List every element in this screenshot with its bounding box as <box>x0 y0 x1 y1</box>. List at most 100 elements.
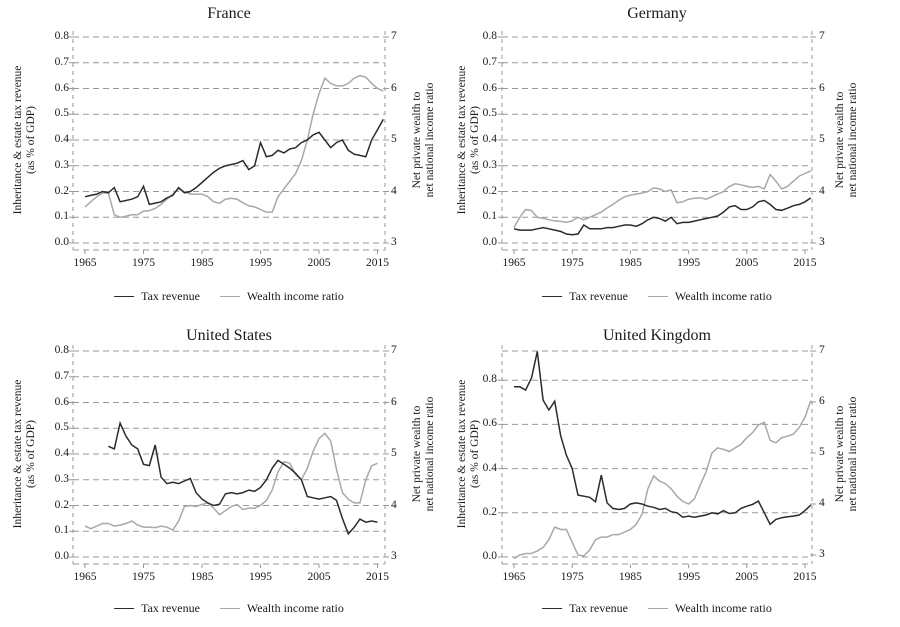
y-axis-tick-label-left: 0.7 <box>54 369 69 382</box>
x-axis-tick-label: 1975 <box>132 571 155 583</box>
y-axis-tick-label-left: 0.0 <box>482 550 497 562</box>
x-axis-tick-label: 1975 <box>560 571 584 583</box>
legend-united-kingdom: Tax revenue Wealth income ratio <box>542 601 772 616</box>
x-axis-tick-label: 1995 <box>677 257 701 269</box>
x-axis-tick-label: 1985 <box>190 257 214 269</box>
y-axis-tick-label-left: 0.2 <box>482 505 497 518</box>
y-axis-tick-label-left: 0.8 <box>54 30 69 42</box>
left-axis-label: Inheritance & estate tax revenue (as % o… <box>12 66 38 215</box>
y-axis-tick-label-left: 0.2 <box>482 184 497 197</box>
y-axis-tick-label-left: 0.5 <box>482 107 497 120</box>
y-axis-tick-label-left: 0.4 <box>482 461 497 474</box>
wealth-ratio-line-sample <box>647 608 668 609</box>
x-axis-tick-label: 2005 <box>307 571 331 583</box>
y-axis-tick-label-right: 4 <box>819 497 825 509</box>
legend-label-tax-revenue: Tax revenue <box>141 601 200 615</box>
wealth-ratio-line-sample <box>219 608 240 609</box>
x-axis-tick-label: 2005 <box>735 571 759 583</box>
x-axis-tick-label: 1985 <box>190 571 214 583</box>
y-axis-tick-label-right: 4 <box>391 184 397 197</box>
y-axis-tick-label-left: 0.8 <box>482 30 497 42</box>
wealth-ratio-line-sample <box>219 296 240 297</box>
y-axis-tick-label-right: 3 <box>819 236 825 248</box>
right-axis-label-line2: net national income ratio <box>424 82 436 198</box>
y-axis-tick-label-right: 3 <box>391 550 397 562</box>
tax-revenue-line-germany <box>513 197 812 236</box>
y-axis-tick-label-right: 7 <box>391 30 397 42</box>
y-axis-tick-label-right: 3 <box>819 548 825 560</box>
y-axis-tick-label-left: 0.7 <box>482 55 497 68</box>
x-axis-tick-label: 1975 <box>132 257 155 269</box>
y-axis-tick-label-left: 0.3 <box>54 472 69 485</box>
legend-united-states: Tax revenue Wealth income ratio <box>114 601 344 616</box>
y-axis-tick-label-right: 6 <box>391 81 397 94</box>
x-axis-tick-label: 1995 <box>249 257 272 269</box>
y-axis-tick-label-left: 0.6 <box>54 81 69 94</box>
y-axis-tick-label-right: 3 <box>391 236 397 248</box>
legend-france: Tax revenue Wealth income ratio <box>114 289 344 304</box>
y-axis-tick-label-right: 6 <box>819 81 825 94</box>
right-axis-label-line2: net national income ratio <box>424 396 436 512</box>
y-axis-tick-label-left: 0.3 <box>54 158 69 171</box>
wealth-income-ratio-line-united-kingdom <box>513 400 812 560</box>
x-axis-tick-label: 1965 <box>73 571 97 583</box>
left-axis-label-line1: Inheritance & estate tax revenue <box>12 65 24 215</box>
x-axis-tick-label: 1995 <box>249 571 272 583</box>
wealth-income-ratio-line-germany <box>513 170 812 228</box>
x-axis-tick-label: 2015 <box>793 257 817 269</box>
legend-label-tax-revenue: Tax revenue <box>141 289 200 303</box>
tax-revenue-line-united-kingdom <box>514 351 812 526</box>
legend-label-wealth-ratio: Wealth income ratio <box>674 289 772 303</box>
y-axis-tick-label-left: 0.1 <box>54 210 69 223</box>
y-axis-tick-label-left: 0.2 <box>54 184 69 197</box>
y-axis-tick-label-right: 5 <box>819 446 825 458</box>
y-axis-tick-label-left: 0.0 <box>54 550 69 562</box>
y-axis-tick-label-right: 5 <box>391 447 397 459</box>
x-axis-tick-label: 2005 <box>735 257 759 269</box>
y-axis-tick-label-left: 0.1 <box>54 524 69 537</box>
legend-germany: Tax revenue Wealth income ratio <box>542 289 772 304</box>
y-axis-tick-label-left: 0.5 <box>54 421 69 434</box>
y-axis-tick-label-left: 0.5 <box>54 107 69 120</box>
x-axis-tick-label: 1975 <box>560 257 584 269</box>
chart-title-united-states: United States <box>186 327 272 344</box>
left-axis-label: Inheritance & estate tax revenue (as % o… <box>12 380 38 529</box>
x-axis-tick-label: 1985 <box>618 571 642 583</box>
right-axis-label-line2: net national income ratio <box>847 396 859 512</box>
left-axis-label-line2: (as % of GDP) <box>25 105 37 175</box>
tax-revenue-line-united-states <box>108 420 378 536</box>
left-axis-label-line1: Inheritance & estate tax revenue <box>12 379 24 529</box>
x-axis-tick-label: 1985 <box>618 257 642 269</box>
left-axis-label-line2: (as % of GDP) <box>25 419 37 489</box>
y-axis-tick-label-left: 0.7 <box>54 55 69 68</box>
wealth-ratio-line-sample <box>647 296 668 297</box>
y-axis-tick-label-left: 0.2 <box>54 498 69 511</box>
legend-label-wealth-ratio: Wealth income ratio <box>246 289 344 303</box>
y-axis-tick-label-right: 6 <box>819 395 825 407</box>
y-axis-tick-label-left: 0.4 <box>54 133 69 145</box>
legend-label-tax-revenue: Tax revenue <box>569 289 628 303</box>
y-axis-tick-label-left: 0.4 <box>54 447 69 459</box>
x-axis-tick-label: 1965 <box>502 571 526 583</box>
x-axis-tick-label: 2015 <box>793 571 817 583</box>
y-axis-tick-label-right: 5 <box>819 133 825 145</box>
x-axis-tick-label: 2015 <box>366 571 389 583</box>
y-axis-tick-label-left: 0.6 <box>482 417 497 430</box>
y-axis-tick-label-left: 0.1 <box>482 210 497 223</box>
y-axis-tick-label-left: 0.8 <box>482 373 497 386</box>
chart-title-france: France <box>207 5 251 22</box>
tax-revenue-line-sample <box>114 608 135 609</box>
x-axis-tick-label: 1965 <box>502 257 526 269</box>
x-axis-tick-label: 1995 <box>677 571 701 583</box>
y-axis-tick-label-right: 7 <box>819 344 825 356</box>
y-axis-tick-label-right: 6 <box>391 395 397 408</box>
x-axis-tick-label: 2005 <box>307 257 331 269</box>
y-axis-tick-label-right: 4 <box>391 498 397 511</box>
y-axis-tick-label-left: 0.4 <box>482 133 497 145</box>
y-axis-tick-label-right: 7 <box>819 30 825 42</box>
y-axis-tick-label-right: 5 <box>391 133 397 145</box>
y-axis-tick-label-right: 4 <box>819 184 825 197</box>
x-axis-tick-label: 2015 <box>366 257 389 269</box>
